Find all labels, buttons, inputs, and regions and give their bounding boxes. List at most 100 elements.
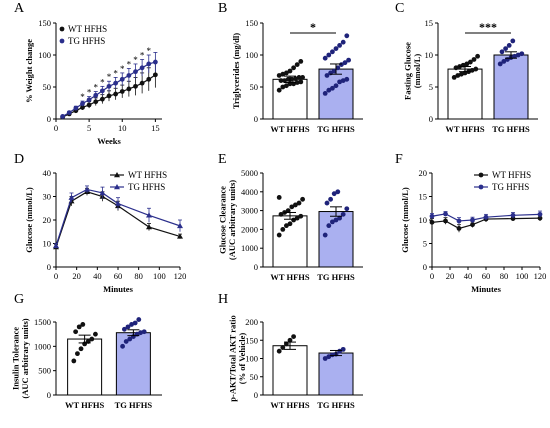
data-point <box>326 52 332 58</box>
data-point <box>113 80 119 86</box>
y-axis-label-line: (% of Vehicle) <box>237 333 247 385</box>
data-point <box>519 51 525 57</box>
data-point <box>139 65 145 71</box>
data-point <box>146 224 152 230</box>
y-axis-label: Triglycerides (mg/dl) <box>231 33 241 109</box>
data-point <box>333 217 339 223</box>
data-point <box>455 73 461 78</box>
data-point <box>93 92 99 98</box>
data-point <box>73 329 79 335</box>
panel-letter: F <box>395 152 403 167</box>
data-point <box>322 91 328 96</box>
data-point <box>451 75 457 80</box>
y-tick-label: 0 <box>254 390 258 400</box>
data-point <box>344 76 350 82</box>
data-point <box>291 334 296 339</box>
legend-label: TG HFHS <box>128 182 165 192</box>
data-point <box>537 215 543 221</box>
y-axis-label-line: (mmol/L) <box>412 54 422 89</box>
data-point <box>146 61 152 67</box>
y-tick-label: 0 <box>254 262 258 272</box>
panel-b: B 0 50 100 150 Triglycerides (mg/dl) WT HFHS TG… <box>218 1 363 134</box>
data-point <box>346 57 351 63</box>
data-point <box>497 61 503 67</box>
data-point <box>76 324 82 330</box>
y-tick-label: 500 <box>38 366 51 376</box>
data-point <box>512 53 517 59</box>
data-point <box>129 322 134 327</box>
data-point <box>106 83 112 89</box>
data-point <box>280 227 286 232</box>
data-point <box>339 62 344 67</box>
data-point <box>115 200 121 206</box>
y-tick-label: 200 <box>245 317 258 327</box>
data-point <box>459 71 464 77</box>
data-point <box>337 215 342 221</box>
x-tick-label: 100 <box>153 271 166 281</box>
data-point <box>152 59 158 65</box>
data-point <box>99 88 105 94</box>
panel-g: G 0 500 1000 1500 Insulin Tolerance(AUC arbit… <box>11 292 162 410</box>
data-point <box>84 186 90 192</box>
data-point <box>331 68 337 74</box>
x-tick-label: 100 <box>516 271 529 281</box>
x-tick-label: 0 <box>54 123 58 133</box>
data-point <box>340 346 346 352</box>
data-point <box>287 68 293 74</box>
data-point <box>340 78 346 83</box>
data-point <box>86 97 92 103</box>
data-point <box>328 196 333 202</box>
data-point <box>344 33 350 39</box>
data-point <box>276 232 282 238</box>
y-tick-label: 0 <box>47 390 51 400</box>
data-point <box>300 75 305 80</box>
data-point <box>99 189 106 196</box>
data-point <box>285 76 291 82</box>
data-point <box>276 195 282 200</box>
y-axis-label: Glucose (mmol/L) <box>400 187 410 253</box>
category-label: TG HFHS <box>115 400 153 410</box>
data-point <box>280 84 286 90</box>
data-point <box>289 76 295 82</box>
data-point <box>60 114 66 119</box>
data-point <box>66 110 72 115</box>
y-axis-label: p-AKT/Total AKT ratio(% of Vehicle) <box>228 315 247 401</box>
data-point <box>473 66 479 72</box>
y-axis-label: Glucose Clearance(AUC arbitrary units) <box>218 180 237 260</box>
y-tick-label: 10 <box>425 50 434 60</box>
legend: WT HFHS TG HFHS <box>110 170 167 192</box>
data-point <box>287 337 293 343</box>
data-point <box>331 191 337 197</box>
legend: WT HFHS TG HFHS <box>59 24 107 46</box>
data-point <box>294 62 300 67</box>
legend-label: WT HFHS <box>492 170 531 180</box>
panel-letter: E <box>218 152 227 167</box>
series-1 <box>60 52 158 119</box>
panel-letter: D <box>14 152 24 167</box>
x-tick-label: 80 <box>134 271 143 281</box>
y-axis-label: Fasting Glucose(mmol/L) <box>403 42 422 100</box>
x-tick-label: 10 <box>118 123 127 133</box>
y-axis-label-line: Glucose Clearance <box>218 186 228 254</box>
legend-marker <box>114 184 120 190</box>
x-axis-label: Weeks <box>97 136 121 146</box>
data-point <box>501 59 507 64</box>
data-point <box>510 212 516 218</box>
data-point <box>152 72 158 78</box>
data-point <box>126 73 132 78</box>
significance-mark: * <box>100 77 105 87</box>
data-point <box>282 78 287 83</box>
y-tick-label: 0 <box>47 262 51 272</box>
data-point <box>335 65 341 71</box>
x-axis-label: Minutes <box>103 284 133 294</box>
data-point <box>340 39 346 45</box>
panel-letter: A <box>14 1 25 16</box>
legend-label: WT HFHS <box>128 170 167 180</box>
legend-label: TG HFHS <box>68 36 105 46</box>
y-tick-label: 15 <box>419 192 428 202</box>
data-point <box>326 87 332 93</box>
data-point <box>322 356 328 361</box>
y-axis-label-line: p-AKT/Total AKT ratio <box>228 315 238 401</box>
data-point <box>298 213 304 219</box>
significance-mark: * <box>120 64 125 74</box>
